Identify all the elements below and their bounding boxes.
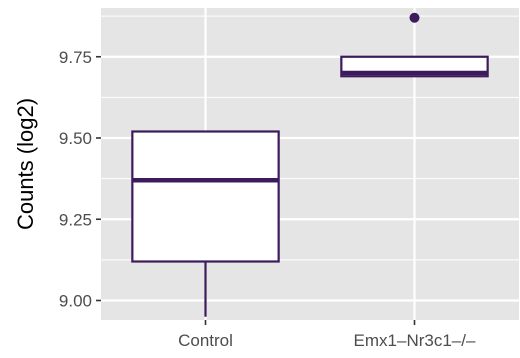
y-tick-label: 9.50 bbox=[59, 129, 92, 148]
y-tick-label: 9.25 bbox=[59, 210, 92, 229]
box-1 bbox=[340, 12, 489, 78]
outlier-point bbox=[409, 12, 420, 23]
y-tick-label: 9.75 bbox=[59, 48, 92, 67]
x-tick-label: Emx1–Nr3c1–/– bbox=[354, 331, 476, 350]
y-tick-label: 9.00 bbox=[59, 292, 92, 311]
box-body bbox=[131, 130, 280, 263]
x-tick-label: Control bbox=[178, 331, 233, 350]
boxes bbox=[131, 12, 489, 317]
x-axis: Control Emx1–Nr3c1–/– bbox=[178, 320, 476, 350]
y-axis-title: Counts (log2) bbox=[13, 98, 38, 230]
box-0 bbox=[131, 130, 280, 317]
y-axis: 9.00 9.25 9.50 9.75 bbox=[59, 48, 101, 311]
